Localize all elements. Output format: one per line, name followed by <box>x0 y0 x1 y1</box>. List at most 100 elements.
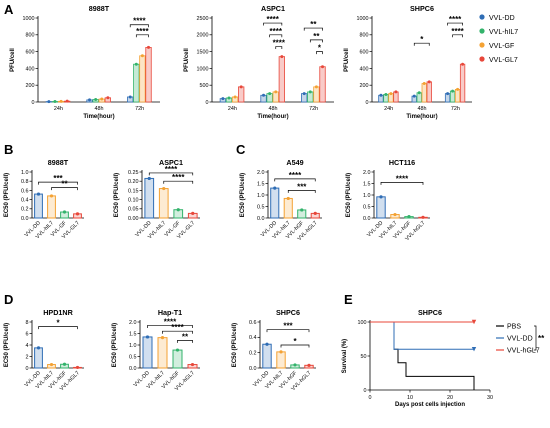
chart-a1-ytick-label-2: 400 <box>26 66 35 72</box>
chart-a2-sig-0-label: **** <box>266 15 279 24</box>
chart-c2-ytick-label-0: 0.0 <box>363 216 371 222</box>
chart-b2-point-1 <box>162 186 166 191</box>
legend-a-label-0: VVL-DD <box>489 15 515 22</box>
chart-d3-bar-0 <box>262 343 272 369</box>
chart-c2-point-3 <box>421 215 425 219</box>
chart-d1-ytick-label-4: 8 <box>26 320 29 326</box>
chart-a3-sig-0-label: * <box>420 35 424 44</box>
chart-d2-sig-1-label: **** <box>171 323 184 332</box>
chart-a1-bar-2-2 <box>139 55 146 103</box>
chart-c2-point-1 <box>393 212 397 217</box>
chart-a3-sig-2-label: **** <box>451 27 464 36</box>
chart-b1-bar-1 <box>47 195 56 219</box>
chart-b2-ytick-label-1: 0.05 <box>128 207 139 213</box>
chart-a3-xlabel: Time(hour) <box>406 114 437 120</box>
chart-a2-ylabel: PFU/cell <box>184 48 190 72</box>
legend-a-dot-0 <box>479 14 485 20</box>
chart-a3-point-3-1 <box>427 80 431 84</box>
chart-e-legend-label-0: PBS <box>507 323 521 330</box>
chart-a2-sig-3-label: ** <box>310 20 317 29</box>
chart-a2-sig-0-bracket <box>263 22 283 26</box>
chart-e-xtick-label-0: 0 <box>369 395 372 401</box>
chart-a3-point-2-0 <box>389 92 393 96</box>
chart-d1-ytick-label-1: 2 <box>26 354 29 360</box>
chart-d3-title: SHPC6 <box>276 308 300 317</box>
chart-d1-bar-0 <box>34 347 43 369</box>
chart-a2: 0 500 1000 1500 2000 2500 ASPC1 PFU/cell Time(ho… <box>184 4 334 120</box>
chart-e-legend-label-1: VVL-DD <box>507 335 533 342</box>
chart-a1-point-1-0 <box>53 99 57 103</box>
chart-d2-point-0 <box>145 335 150 339</box>
chart-c1-ytick-label-2: 1.0 <box>257 193 265 199</box>
chart-e-line-0 <box>370 321 475 390</box>
chart-a3-point-1-2 <box>451 89 455 93</box>
chart-b1-sig-1-label: ** <box>61 180 68 189</box>
chart-d1-ylabel: EC50 (PFU/cell) <box>4 323 10 367</box>
chart-d2-point-1 <box>160 336 165 340</box>
chart-a3-title: SHPC6 <box>410 4 434 13</box>
chart-a3-sig-1-bracket <box>447 22 463 26</box>
chart-a2-point-1-2 <box>308 90 312 94</box>
chart-a1-point-0-2 <box>128 95 132 99</box>
chart-a3-xtick-label-2: 72h <box>451 106 460 112</box>
chart-a2-xlabel: Time(hour) <box>257 114 288 120</box>
chart-e-ytick-label-2: 100 <box>358 320 367 326</box>
chart-b1-title: 8988T <box>48 158 69 167</box>
chart-a2-bar-1-2 <box>307 91 314 103</box>
chart-c2-point-0 <box>379 195 383 199</box>
chart-a3-sig-1-label: **** <box>449 15 462 24</box>
chart-a1-sig-0-bracket <box>129 24 149 28</box>
chart-d1-ytick-label-2: 4 <box>26 343 29 349</box>
chart-c1-sig-0-label: **** <box>289 171 302 180</box>
chart-c1-point-0 <box>273 186 277 190</box>
chart-a3: 0 200 400 600 800 1000 SHPC6 PFU/cell Time(hour)… <box>344 4 472 120</box>
chart-b1-point-0 <box>36 192 41 196</box>
chart-a2-ytick-label-4: 2000 <box>197 33 209 39</box>
chart-b2-sig-1-bracket <box>163 180 194 184</box>
chart-a1-point-0-1 <box>88 98 92 102</box>
chart-b1-point-2 <box>62 210 67 214</box>
chart-e-xtick-label-2: 20 <box>447 395 453 401</box>
chart-d3-ytick-label-3: 0.6 <box>249 320 257 326</box>
chart-a2-ytick-label-0: 0 <box>206 100 209 106</box>
chart-a2-ytick-label-1: 500 <box>200 83 209 89</box>
chart-c2-ytick-label-1: 0.5 <box>363 204 371 210</box>
chart-e-xtick-label-3: 30 <box>487 395 493 401</box>
chart-b2-ytick-label-4: 0.20 <box>128 179 139 185</box>
chart-a1: 0 200 400 600 800 1000 8988T PFU/cell Time(hour)… <box>10 4 160 120</box>
chart-c1-point-1 <box>286 196 290 201</box>
chart-b2-ytick-label-3: 0.15 <box>128 188 139 194</box>
chart-e-end-marker-2 <box>471 319 477 325</box>
chart-d1-point-1 <box>49 362 54 367</box>
chart-a3-bar-3-0 <box>393 91 399 103</box>
chart-e-xlabel: Days post cells injection <box>395 402 465 408</box>
chart-c1-sig-1-bracket <box>287 190 316 193</box>
chart-a3-ytick-label-3: 600 <box>360 50 369 56</box>
chart-a2-xtick-label-1: 48h <box>269 106 278 112</box>
chart-c1-point-2 <box>300 208 304 212</box>
chart-d2-bar-0 <box>142 336 153 369</box>
chart-a2-sig-5-bracket <box>316 51 323 55</box>
chart-c2-ytick-label-2: 1.0 <box>363 193 371 199</box>
chart-c2-title: HCT116 <box>389 158 415 167</box>
chart-a1-sig-1-bracket <box>135 34 149 38</box>
legend-a-dot-3 <box>479 56 485 62</box>
chart-b2-point-2 <box>176 208 180 212</box>
chart-e-legend-label-2: VVL-hGL7 <box>507 347 540 354</box>
chart-b2-sig-0-bracket <box>148 172 194 176</box>
chart-c1-ylabel: EC50 (PFU/cell) <box>240 173 246 217</box>
chart-c2-sig-0-bracket <box>380 182 424 185</box>
chart-d1-sig-0-bracket <box>38 326 78 330</box>
chart-a1-bar-1-2 <box>133 63 140 103</box>
legend-a-label-1: VVL-hIL7 <box>489 29 518 36</box>
chart-a1-point-1-1 <box>94 97 98 101</box>
chart-c1-bar-0 <box>270 187 280 219</box>
chart-b2: 0.00 0.05 0.10 0.15 0.20 0.25 ASPC1 EC50 (PFU/c… <box>114 158 200 240</box>
chart-b2-sig-0-label: **** <box>165 165 178 174</box>
chart-e-end-marker-1 <box>471 347 477 352</box>
chart-b1-ytick-label-4: 0.8 <box>21 179 29 185</box>
